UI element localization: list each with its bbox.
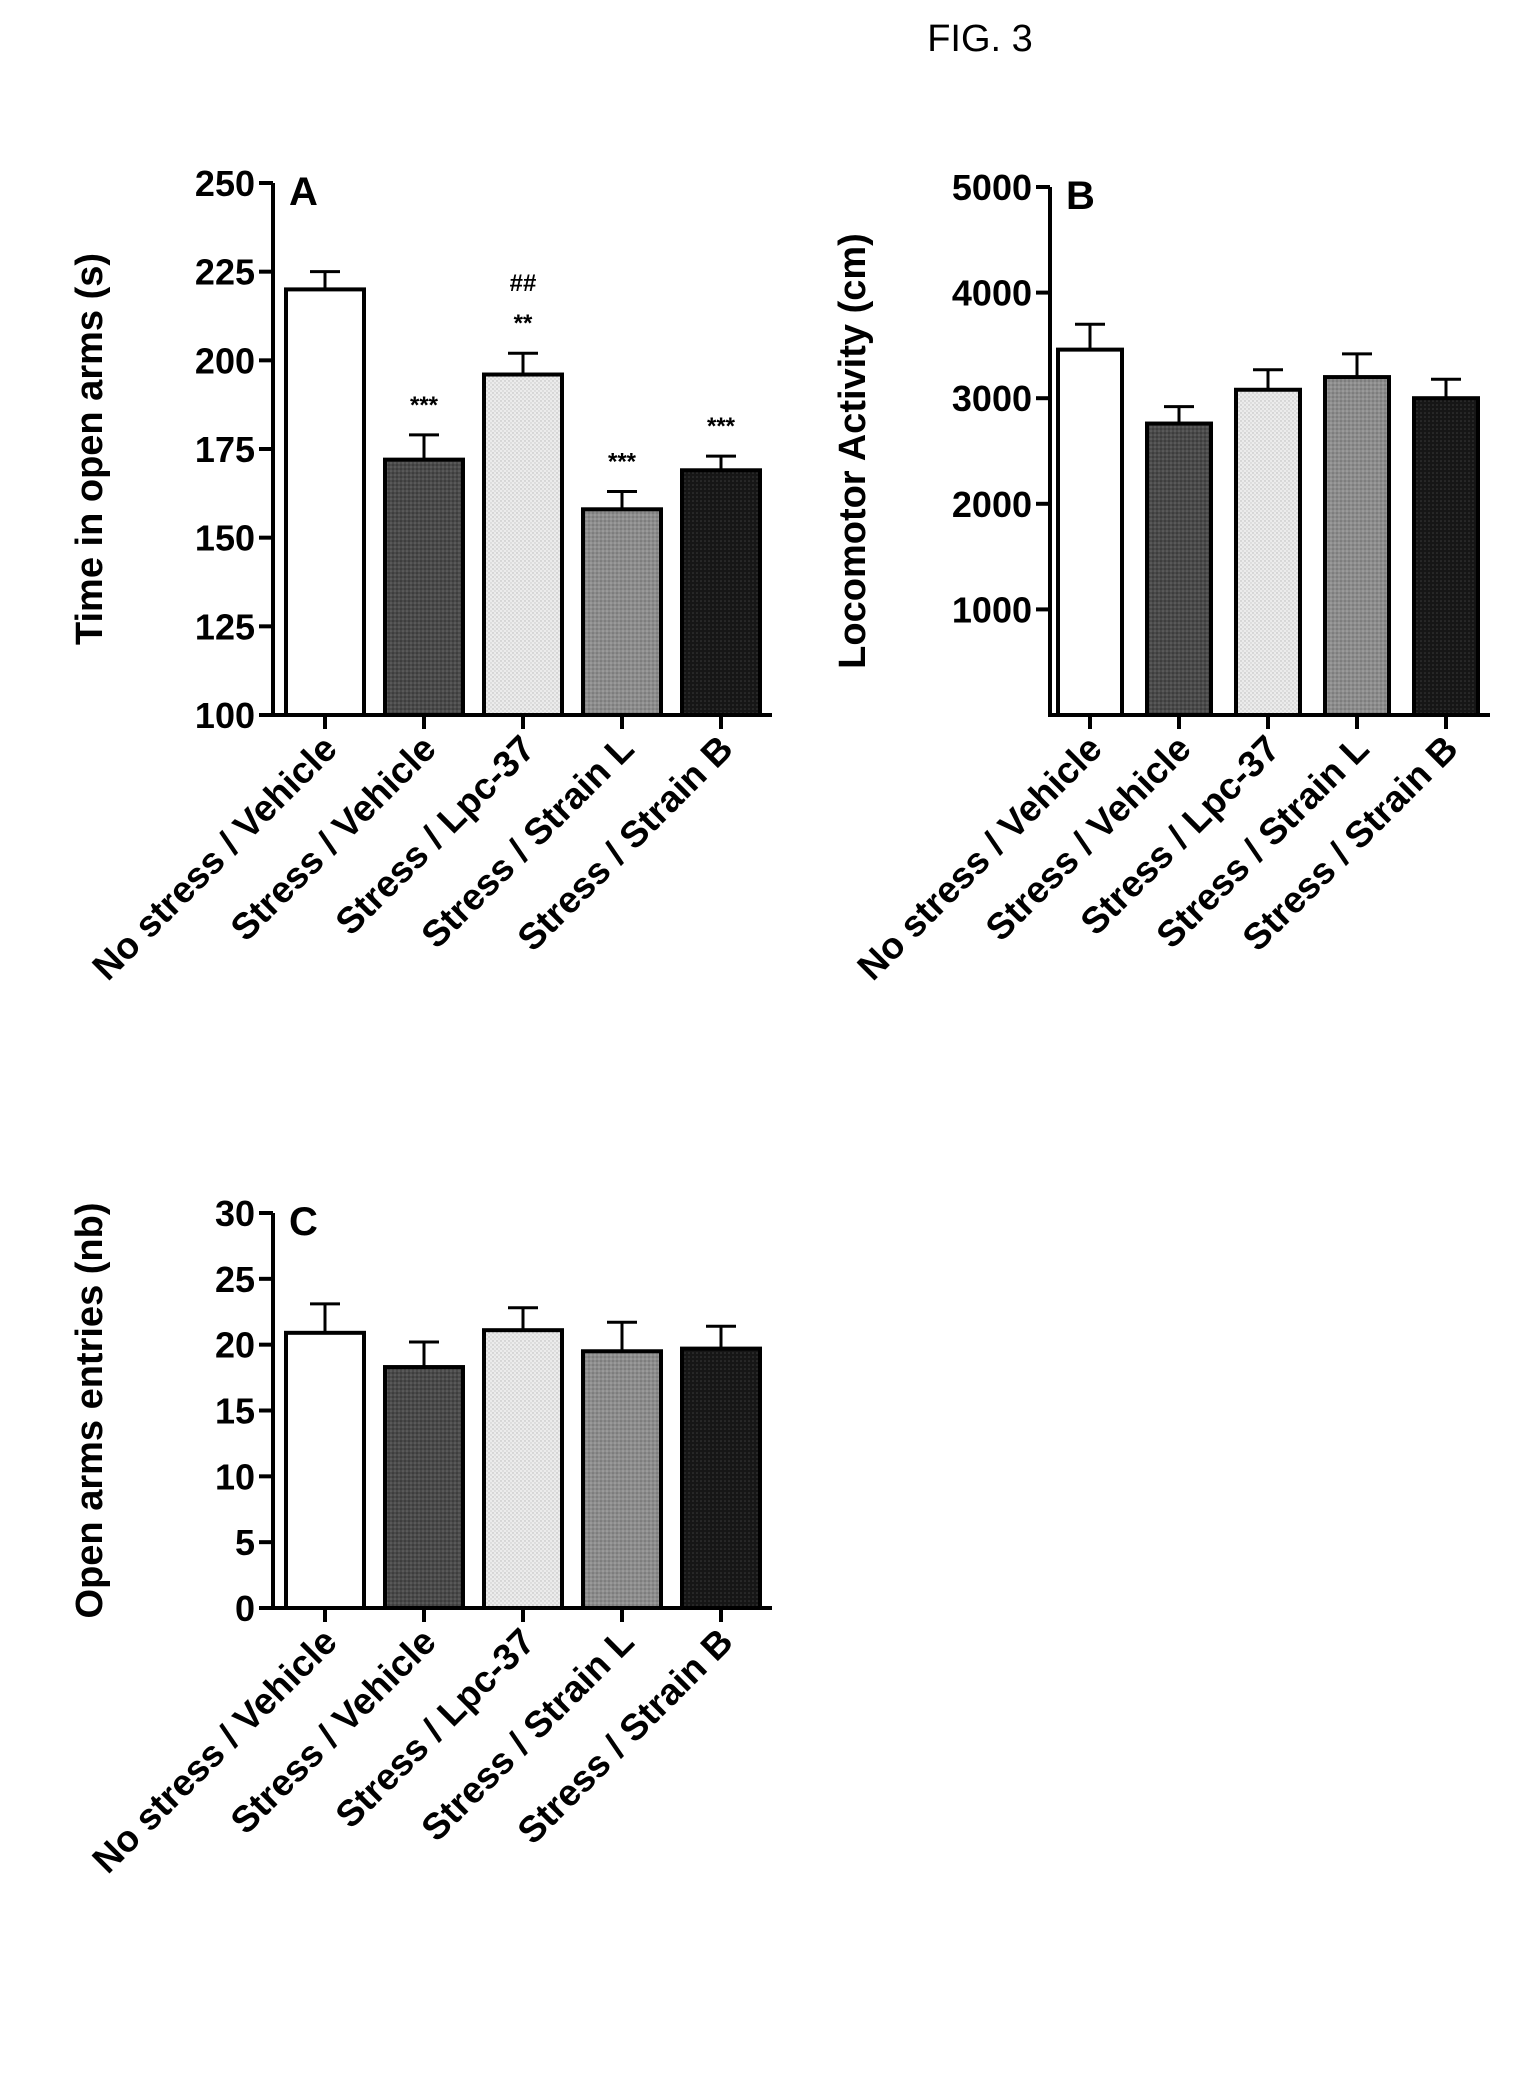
y-axis-label: Locomotor Activity (cm) bbox=[832, 233, 874, 669]
bar bbox=[1145, 421, 1213, 717]
panel-label: C bbox=[289, 1200, 318, 1244]
bar bbox=[680, 468, 762, 717]
y-tick-label: 225 bbox=[195, 252, 255, 293]
y-tick-label: 15 bbox=[215, 1391, 255, 1432]
significance-mark: ## bbox=[510, 270, 537, 297]
y-tick-label: 20 bbox=[215, 1325, 255, 1366]
y-axis-label: Time in open arms (s) bbox=[69, 253, 111, 645]
y-axis-label: Open arms entries (nb) bbox=[69, 1203, 111, 1619]
significance-mark: ** bbox=[514, 310, 533, 337]
figure-title: FIG. 3 bbox=[927, 18, 1033, 60]
bar bbox=[680, 1346, 762, 1611]
panel-a: 100 125 150 175 200 225 250 Time in open arms (… bbox=[69, 163, 772, 988]
y-tick-label: 125 bbox=[195, 606, 255, 647]
y-tick-label: 1000 bbox=[952, 589, 1032, 630]
y-tick-label: 25 bbox=[215, 1259, 255, 1300]
y-tick-label: 4000 bbox=[952, 273, 1032, 314]
bar bbox=[1412, 396, 1480, 717]
y-tick-label: 175 bbox=[195, 429, 255, 470]
y-tick-label: 200 bbox=[195, 340, 255, 381]
y-tick-label: 5 bbox=[235, 1522, 255, 1563]
bar bbox=[1323, 375, 1391, 717]
y-tick-label: 250 bbox=[195, 163, 255, 204]
panel-label: B bbox=[1066, 174, 1095, 218]
bar bbox=[482, 1328, 564, 1611]
bar bbox=[284, 1330, 366, 1610]
panel-label: A bbox=[289, 170, 318, 214]
y-tick-label: 150 bbox=[195, 518, 255, 559]
y-tick-label: 10 bbox=[215, 1456, 255, 1497]
y-tick-label: 30 bbox=[215, 1193, 255, 1234]
y-tick-label: 0 bbox=[235, 1588, 255, 1629]
bar bbox=[581, 1349, 663, 1610]
bar bbox=[581, 507, 663, 717]
significance-mark: *** bbox=[707, 413, 736, 440]
y-tick-label: 100 bbox=[195, 695, 255, 736]
panel-b: 1000 2000 3000 4000 5000 Locomotor Activity (… bbox=[832, 167, 1490, 988]
bar bbox=[383, 457, 465, 718]
bar bbox=[383, 1365, 465, 1611]
bar bbox=[482, 372, 564, 717]
y-tick-label: 3000 bbox=[952, 378, 1032, 419]
bar bbox=[284, 287, 366, 717]
y-tick-label: 5000 bbox=[952, 167, 1032, 208]
significance-mark: *** bbox=[410, 392, 439, 419]
y-tick-label: 2000 bbox=[952, 484, 1032, 525]
bar bbox=[1234, 387, 1302, 717]
significance-mark: *** bbox=[608, 449, 637, 476]
bar bbox=[1056, 347, 1124, 717]
